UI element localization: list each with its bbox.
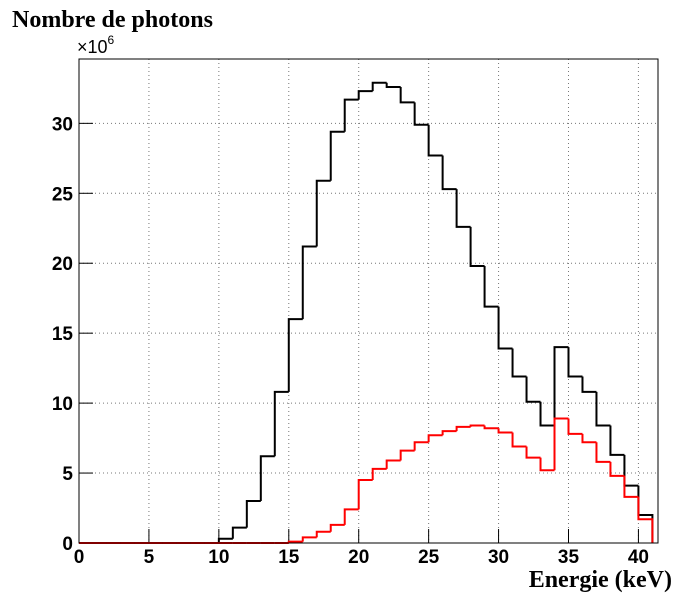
histogram-bin (371, 81, 387, 92)
histogram-bin (427, 434, 443, 443)
x-tick-label: 20 (348, 547, 369, 568)
plot-frame (78, 58, 659, 544)
histogram-bin (623, 454, 639, 487)
histogram-bin (413, 102, 429, 126)
x-tick-label: 10 (208, 547, 229, 568)
histogram-bin (413, 441, 429, 451)
histogram-bin (217, 537, 233, 543)
x-tick-label: 40 (628, 547, 649, 568)
histogram-bin (581, 433, 597, 444)
histogram-bin (301, 536, 317, 542)
histogram-bin (511, 432, 527, 448)
x-tick-label: 25 (418, 547, 440, 568)
histogram-bin (357, 90, 373, 100)
histogram-bin (637, 496, 654, 543)
histogram-bin (609, 461, 625, 477)
histogram-bin (385, 459, 401, 469)
y-tick-label: 15 (52, 324, 74, 345)
histogram-bin (231, 526, 247, 539)
histogram-bin (343, 98, 359, 132)
histogram-bin (567, 418, 583, 435)
histogram-bin (497, 428, 513, 434)
x-tick-label: 35 (558, 547, 580, 568)
y-tick-label: 30 (52, 114, 73, 135)
histogram-bin (399, 449, 415, 461)
histogram-bin (511, 348, 527, 378)
histogram-bin (525, 446, 541, 459)
histogram-bin (357, 479, 373, 510)
x-axis-label: Energie (keV) (529, 567, 672, 593)
histogram-bin (385, 82, 401, 88)
y-tick-label: 10 (52, 394, 73, 415)
histogram-bin (567, 347, 583, 378)
x-tick-label: 5 (144, 547, 155, 568)
histogram-bin (427, 124, 443, 157)
y-tick-label: 0 (62, 534, 73, 555)
multiplier-base: ×10 (77, 37, 108, 57)
multiplier-exponent: 6 (108, 33, 115, 47)
histogram-bin (441, 155, 457, 191)
histogram-bin (609, 425, 625, 456)
histogram-bin (525, 376, 541, 403)
histogram-bin (371, 467, 387, 481)
histogram-bin (245, 500, 261, 528)
x-tick-label: 30 (488, 547, 509, 568)
histogram-bin (455, 189, 471, 228)
y-tick-label: 5 (62, 464, 73, 485)
histogram-bin (343, 508, 359, 525)
histogram-bin (581, 376, 597, 393)
histogram-bin (469, 424, 485, 427)
x-tick-label: 0 (74, 547, 85, 568)
histogram-bin (301, 245, 317, 320)
histogram-bin (553, 346, 569, 426)
histogram-bin (483, 266, 499, 308)
histogram-bin (315, 530, 331, 538)
histogram-bin (539, 457, 555, 472)
y-tick-label: 20 (52, 254, 73, 275)
histogram-bin (287, 318, 303, 392)
histogram-bin (637, 485, 654, 543)
histogram-bin (455, 425, 471, 432)
y-tick-label: 25 (52, 184, 74, 205)
x-tick-label: 15 (278, 547, 300, 568)
histogram-bin (469, 226, 485, 268)
histogram-bin (273, 390, 289, 457)
histogram-bin (483, 425, 499, 430)
histogram-bin (259, 455, 275, 502)
histogram-bin (329, 523, 345, 532)
histogram-bin (595, 391, 611, 427)
histogram-bin (595, 442, 611, 463)
histogram-bin (315, 179, 331, 247)
histogram-bin (329, 130, 345, 181)
histogram-bin (553, 417, 569, 471)
histogram-bin (497, 306, 513, 350)
y-multiplier: ×106 (77, 33, 115, 57)
chart-title: Nombre de photons (12, 7, 213, 33)
histogram-bin (441, 430, 457, 436)
histogram-bin (623, 475, 639, 498)
histogram-bin (399, 86, 415, 104)
histogram-bin (539, 401, 555, 427)
